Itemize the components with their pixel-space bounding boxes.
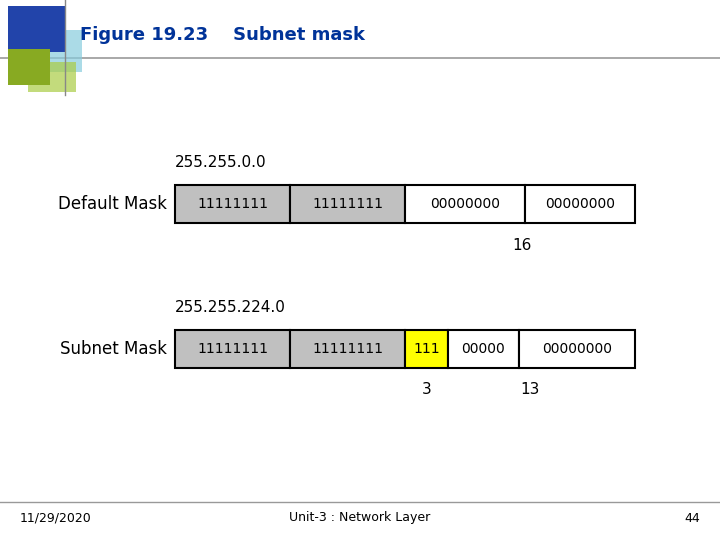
Text: 16: 16 xyxy=(513,238,532,253)
Text: 11111111: 11111111 xyxy=(312,342,383,356)
Text: 255.255.224.0: 255.255.224.0 xyxy=(175,300,286,315)
Bar xyxy=(30,30,82,72)
Bar xyxy=(405,330,448,368)
Text: 00000000: 00000000 xyxy=(545,197,615,211)
Text: 00000000: 00000000 xyxy=(430,197,500,211)
Text: 11111111: 11111111 xyxy=(197,342,268,356)
Text: 255.255.0.0: 255.255.0.0 xyxy=(175,155,266,170)
Bar xyxy=(175,185,290,223)
Text: 00000: 00000 xyxy=(462,342,505,356)
Bar xyxy=(519,330,635,368)
Bar xyxy=(28,62,76,92)
Text: 111: 111 xyxy=(413,342,440,356)
Text: 44: 44 xyxy=(684,511,700,524)
Bar xyxy=(290,185,405,223)
Text: 3: 3 xyxy=(422,382,431,397)
Bar xyxy=(525,185,635,223)
Text: 00000000: 00000000 xyxy=(542,342,612,356)
Text: Unit-3 : Network Layer: Unit-3 : Network Layer xyxy=(289,511,431,524)
Text: 11111111: 11111111 xyxy=(312,197,383,211)
Bar xyxy=(8,6,66,52)
Text: Subnet Mask: Subnet Mask xyxy=(60,340,167,358)
Bar xyxy=(448,330,519,368)
Text: 11/29/2020: 11/29/2020 xyxy=(20,511,91,524)
Bar xyxy=(175,330,290,368)
Bar xyxy=(8,49,50,85)
Text: Figure 19.23    Subnet mask: Figure 19.23 Subnet mask xyxy=(80,26,365,44)
Bar xyxy=(290,330,405,368)
Text: Default Mask: Default Mask xyxy=(58,195,167,213)
Text: 13: 13 xyxy=(521,382,540,397)
Bar xyxy=(405,185,525,223)
Text: 11111111: 11111111 xyxy=(197,197,268,211)
